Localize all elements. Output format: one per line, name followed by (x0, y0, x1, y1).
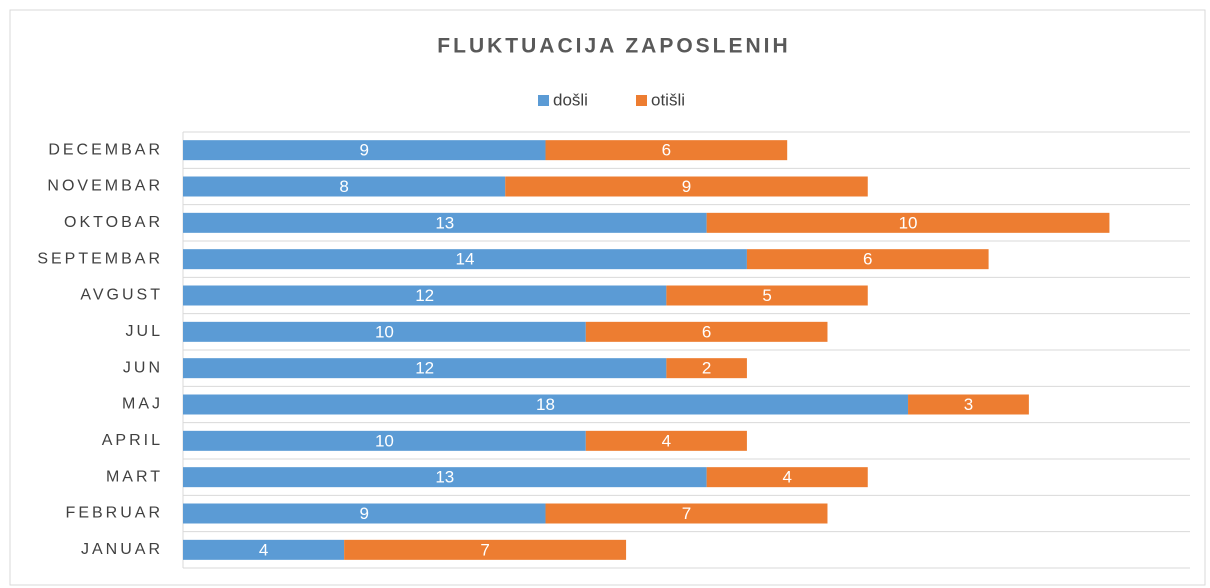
data-label: 4 (782, 468, 791, 487)
data-label: 9 (360, 504, 369, 523)
y-tick-label: MAJ (122, 396, 163, 413)
bar (183, 503, 546, 524)
bar (545, 503, 828, 524)
y-tick-label: JUN (123, 359, 163, 376)
legend-label: otišli (651, 90, 685, 109)
y-tick-label: OKTOBAR (64, 214, 163, 231)
y-tick-label: SEPTEMBAR (37, 250, 163, 267)
bar (344, 539, 627, 560)
bar (908, 394, 1029, 415)
bar (183, 394, 909, 415)
bar (505, 176, 868, 197)
y-tick-label: DECEMBAR (48, 141, 163, 158)
bar (706, 467, 868, 488)
bar (746, 249, 989, 270)
data-label: 6 (662, 141, 671, 160)
bar (666, 358, 747, 379)
data-label: 12 (415, 359, 434, 378)
data-label: 3 (964, 395, 973, 414)
bar (545, 140, 788, 161)
data-label: 14 (455, 250, 474, 269)
data-label: 2 (702, 359, 711, 378)
y-tick-label: JANUAR (81, 541, 163, 558)
legend-swatch (538, 95, 549, 106)
data-label: 13 (435, 468, 454, 487)
bar (183, 467, 707, 488)
data-label: 7 (682, 504, 691, 523)
chart-title: FLUKTUACIJA ZAPOSLENIH (437, 35, 790, 58)
bar (706, 212, 1110, 233)
data-label: 4 (662, 431, 671, 450)
data-label: 7 (480, 540, 489, 559)
y-tick-label: MART (106, 468, 163, 485)
y-tick-label: NOVEMBAR (47, 178, 163, 195)
data-label: 9 (360, 141, 369, 160)
data-label: 6 (863, 250, 872, 269)
data-label: 6 (702, 322, 711, 341)
bar (585, 321, 828, 342)
bar (183, 249, 747, 270)
data-label: 12 (415, 286, 434, 305)
bar (183, 212, 707, 233)
y-tick-label: APRIL (102, 432, 163, 449)
y-tick-label: JUL (126, 323, 163, 340)
bar (183, 358, 667, 379)
bar (183, 140, 546, 161)
legend-label: došli (553, 90, 588, 109)
legend-swatch (636, 95, 647, 106)
bar (585, 430, 747, 451)
data-label: 18 (536, 395, 555, 414)
data-label: 10 (899, 213, 918, 232)
data-label: 9 (682, 177, 691, 196)
data-label: 10 (375, 322, 394, 341)
bar (183, 285, 667, 306)
bar (183, 539, 345, 560)
bar (183, 321, 586, 342)
data-label: 4 (259, 540, 268, 559)
bar (183, 430, 586, 451)
bar (183, 176, 506, 197)
y-tick-label: FEBRUAR (66, 505, 163, 522)
data-label: 10 (375, 431, 394, 450)
data-label: 13 (435, 213, 454, 232)
data-label: 5 (762, 286, 771, 305)
data-label: 8 (339, 177, 348, 196)
y-tick-label: AVGUST (80, 287, 163, 304)
bar (666, 285, 868, 306)
